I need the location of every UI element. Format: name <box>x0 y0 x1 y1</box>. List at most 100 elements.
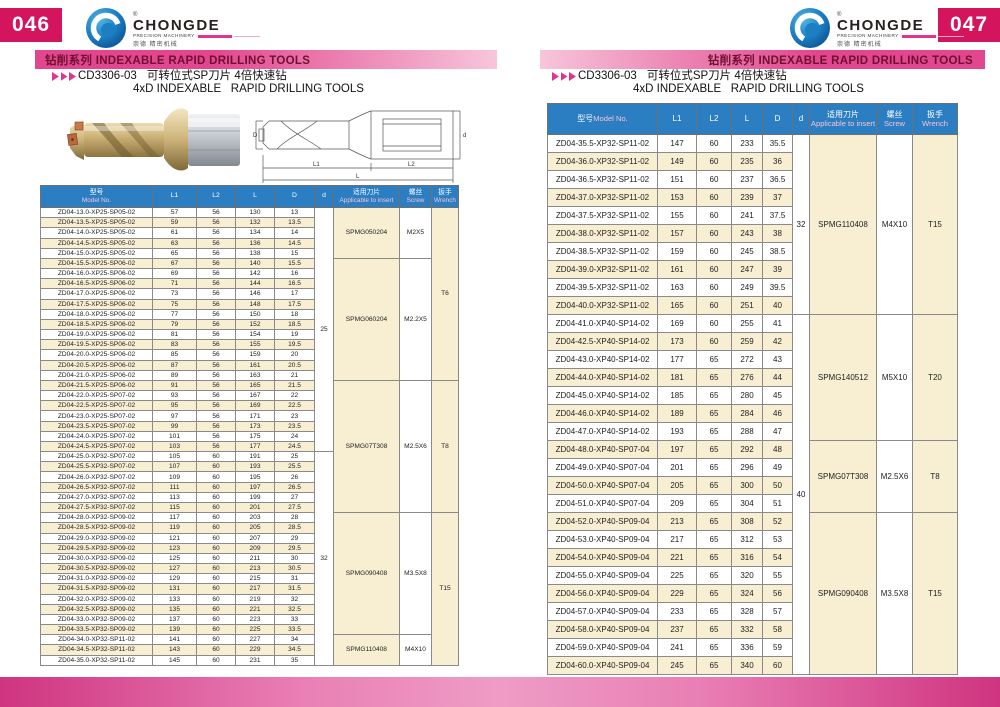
cell-L2: 56 <box>196 379 236 392</box>
cell-L1: 71 <box>152 278 197 290</box>
col-insert: 适用刀片 Applicable to insert <box>333 185 400 208</box>
cell-wrench: T15 <box>912 134 958 315</box>
table-row: ZD04-26.5-XP32-SP07-02 111 60 197 26.5 <box>40 481 459 493</box>
chevron-triple-icon <box>552 72 578 81</box>
table-row: ZD04-40.0-XP32-SP11-02 165 60 251 40 <box>547 296 958 315</box>
cell-D: 36 <box>762 152 793 171</box>
cell-L: 332 <box>731 620 763 639</box>
cell-D: 14.5 <box>274 237 315 249</box>
title-en: 4xD INDEXABLE RAPID DRILLING TOOLS <box>633 83 864 95</box>
cell-L2: 56 <box>196 206 236 219</box>
dim-label-D: D <box>253 133 258 139</box>
cell-L1: 109 <box>152 471 197 483</box>
cell-model: ZD04-59.0-XP40-SP09-04 <box>547 638 658 657</box>
cell-model: ZD04-37.5-XP32-SP11-02 <box>547 206 658 225</box>
cell-L: 132 <box>235 217 275 229</box>
cell-L2: 56 <box>196 329 236 341</box>
cell-L2: 60 <box>196 552 236 565</box>
cell-L1: 139 <box>152 624 197 636</box>
table-row: ZD04-26.0-XP32-SP07-02 109 60 195 26 <box>40 471 459 483</box>
brand-accent-bar <box>197 35 232 38</box>
cell-D: 29.5 <box>274 542 315 554</box>
table-row: ZD04-27.5-XP32-SP07-02 115 60 201 27.5 <box>40 501 459 514</box>
cell-L: 193 <box>235 461 275 473</box>
cell-L: 225 <box>235 624 275 636</box>
cell-model: ZD04-24.5-XP25-SP07-02 <box>40 440 153 453</box>
cell-L: 217 <box>235 583 275 595</box>
cell-L1: 185 <box>657 386 697 405</box>
title-en: 4xD INDEXABLE RAPID DRILLING TOOLS <box>133 83 364 95</box>
brand-name-cn: 崇德 精密机械 <box>837 41 882 48</box>
cell-L1: 121 <box>152 532 197 544</box>
cell-L: 205 <box>235 522 275 534</box>
cell-L: 144 <box>235 278 275 290</box>
cell-L2: 56 <box>196 349 236 361</box>
cell-L2: 56 <box>196 318 236 331</box>
section-title-right: CD3306-03 可转位式SP刀片 4倍快速钻 4xD INDEXABLE RA… <box>552 70 864 96</box>
col-L: L <box>235 185 275 208</box>
table-row: ZD04-54.0-XP40-SP09-04 221 65 316 54 <box>547 548 958 567</box>
cell-L: 284 <box>731 404 763 423</box>
cell-L2: 60 <box>696 134 732 153</box>
cell-L1: 57 <box>152 206 197 219</box>
cell-model: ZD04-55.0-XP40-SP09-04 <box>547 566 658 585</box>
cell-L2: 60 <box>696 242 732 261</box>
cell-L1: 115 <box>152 501 197 514</box>
cell-D: 51 <box>762 494 793 513</box>
cell-L1: 205 <box>657 476 697 495</box>
cell-D: 25.5 <box>274 461 315 473</box>
brand-name: CHONGDE <box>133 17 221 34</box>
cell-L: 142 <box>235 268 275 280</box>
cell-L2: 56 <box>196 217 236 229</box>
cell-D: 38.5 <box>762 242 793 261</box>
cell-model: ZD04-29.0-XP32-SP09-02 <box>40 532 153 544</box>
cell-D: 58 <box>762 620 793 639</box>
cell-model: ZD04-56.0-XP40-SP09-04 <box>547 584 658 603</box>
drill-product-photo <box>58 98 248 188</box>
cell-model: ZD04-54.0-XP40-SP09-04 <box>547 548 658 567</box>
col-L1: L1 <box>657 103 697 135</box>
cell-L2: 60 <box>196 512 236 524</box>
cell-D: 20 <box>274 349 315 361</box>
cell-L: 223 <box>235 613 275 626</box>
cell-insert: SPMG110408 <box>809 134 877 315</box>
cell-D: 17.5 <box>274 298 315 310</box>
table-row: ZD04-59.0-XP40-SP09-04 241 65 336 59 <box>547 638 958 657</box>
cell-model: ZD04-20.0-XP25-SP06-02 <box>40 349 153 361</box>
cell-L1: 245 <box>657 656 697 675</box>
cell-model: ZD04-34.5-XP32-SP11-02 <box>40 644 153 656</box>
cell-model: ZD04-27.5-XP32-SP07-02 <box>40 501 153 514</box>
table-row: ZD04-58.0-XP40-SP09-04 237 65 332 58 <box>547 620 958 639</box>
col-wrench: 扳手 Wrench <box>912 103 958 135</box>
cell-L2: 60 <box>196 501 236 514</box>
cell-L2: 60 <box>196 603 236 615</box>
registered-mark: ® <box>133 12 138 18</box>
cell-model: ZD04-26.5-XP32-SP07-02 <box>40 481 153 493</box>
cell-L: 229 <box>235 644 275 656</box>
cell-D: 25 <box>274 451 315 463</box>
table-row: ZD04-37.5-XP32-SP11-02 155 60 241 37.5 <box>547 206 958 225</box>
cell-model: ZD04-30.0-XP32-SP09-02 <box>40 552 153 565</box>
table-row: ZD04-34.5-XP32-SP11-02 143 60 229 34.5 <box>40 644 459 656</box>
catalog-code: CD3306-03 <box>78 70 137 82</box>
cell-L1: 91 <box>152 379 197 392</box>
cell-model: ZD04-16.5-XP25-SP06-02 <box>40 278 153 290</box>
cell-L2: 60 <box>196 644 236 656</box>
cell-model: ZD04-18.5-XP25-SP06-02 <box>40 318 153 331</box>
cell-L2: 56 <box>196 237 236 249</box>
cell-screw: M2X5 <box>399 207 432 259</box>
cell-d: 25 <box>314 206 334 453</box>
cell-L2: 65 <box>696 638 732 657</box>
cell-L1: 151 <box>657 170 697 189</box>
col-D: D <box>762 103 793 135</box>
cell-L2: 56 <box>196 257 236 270</box>
cell-L: 152 <box>235 318 275 331</box>
cell-D: 14 <box>274 227 315 239</box>
cell-model: ZD04-14.5-XP25-SP05-02 <box>40 237 153 249</box>
cell-D: 42 <box>762 332 793 351</box>
cell-L: 165 <box>235 379 275 392</box>
cell-L: 213 <box>235 563 275 575</box>
cell-L1: 161 <box>657 260 697 279</box>
cell-L2: 56 <box>196 227 236 239</box>
cell-screw: M4X10 <box>876 134 913 315</box>
